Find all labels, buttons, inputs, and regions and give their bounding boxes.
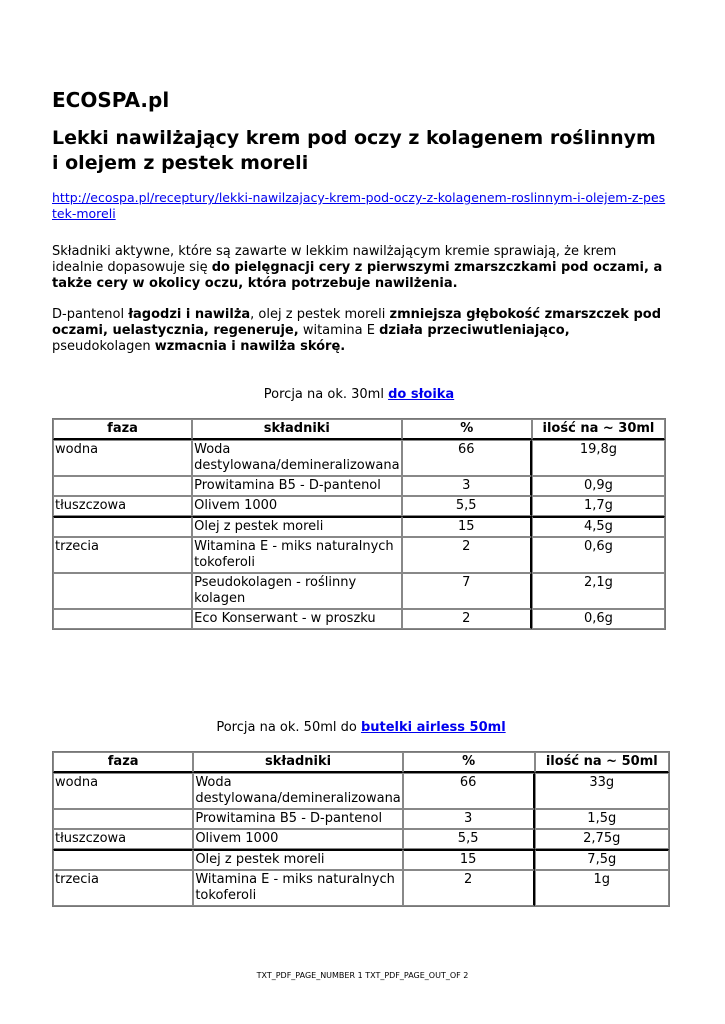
table-cell: 1,7g bbox=[531, 496, 665, 516]
table-row: Olej z pestek moreli 15 7,5g bbox=[53, 849, 669, 870]
table-row: Olej z pestek moreli 15 4,5g bbox=[53, 516, 665, 537]
table-cell: 0,6g bbox=[531, 537, 665, 573]
table-cell: Eco Konserwant - w proszku bbox=[192, 609, 402, 629]
column-header: % bbox=[401, 419, 532, 440]
table-cell: 66 bbox=[401, 440, 532, 476]
table-cell: 19,8g bbox=[531, 440, 665, 476]
table-cell: Olej z pestek moreli bbox=[193, 849, 403, 870]
table-row: Prowitamina B5 - D-pantenol 3 0,9g bbox=[53, 476, 665, 496]
table-cell: 3 bbox=[401, 476, 532, 496]
table-cell bbox=[53, 573, 193, 609]
table-cell: trzecia bbox=[53, 870, 194, 906]
table-cell: 2 bbox=[401, 537, 532, 573]
table-row: Eco Konserwant - w proszku 2 0,6g bbox=[53, 609, 665, 629]
recipe-url-link[interactable]: http://ecospa.pl/receptury/lekki-nawilza… bbox=[52, 190, 666, 221]
table-cell: Witamina E - miks naturalnych tokoferoli bbox=[192, 537, 402, 573]
table-cell bbox=[53, 476, 193, 496]
site-title: ECOSPA.pl bbox=[52, 88, 170, 112]
header-row: faza składniki% ilość na ~ 30ml bbox=[53, 419, 665, 440]
bold-text: zmniejsza głębokość zmarszczek pod oczam… bbox=[52, 307, 661, 338]
text: D-pantenol bbox=[52, 307, 129, 322]
table-cell: Prowitamina B5 - D-pantenol bbox=[192, 476, 402, 496]
table-cell bbox=[53, 809, 194, 829]
column-header: składniki bbox=[192, 419, 402, 440]
ingredients-table-50ml: faza składniki% ilość na ~ 50ml wodna Woda d… bbox=[52, 751, 670, 907]
table-cell: 1g bbox=[534, 870, 669, 906]
table-cell: trzecia bbox=[53, 537, 193, 573]
table-cell: Olej z pestek moreli bbox=[192, 516, 402, 537]
column-header: faza bbox=[53, 419, 193, 440]
table-cell: 33g bbox=[534, 773, 669, 809]
table-cell: wodna bbox=[53, 773, 194, 809]
table-cell: Prowitamina B5 - D-pantenol bbox=[193, 809, 403, 829]
table-row: tłuszczowa Olivem 1000 5,5 1,7g bbox=[53, 496, 665, 516]
table-cell: 3 bbox=[402, 809, 535, 829]
table1-caption: Porcja na ok. 30ml do słoika bbox=[52, 387, 666, 403]
bold-text: wzmacnia i nawilża skórę. bbox=[154, 339, 346, 354]
table-cell: tłuszczowa bbox=[53, 496, 193, 516]
table-cell: 0,6g bbox=[531, 609, 665, 629]
benefits-paragraph: D-pantenol łagodzi i nawilża, olej z pes… bbox=[52, 307, 667, 355]
table-cell: Woda destylowana/demineralizowana bbox=[192, 440, 402, 476]
table-row: tłuszczowa Olivem 1000 5,5 2,75g bbox=[53, 829, 669, 849]
column-header: faza bbox=[53, 752, 194, 773]
portion-30ml-section: Porcja na ok. 30ml do słoika faza składni… bbox=[52, 387, 666, 630]
page-title: Lekki nawilżający krem pod oczy z kolage… bbox=[52, 127, 656, 174]
table-cell: 2,1g bbox=[531, 573, 665, 609]
table-cell: 2 bbox=[401, 609, 532, 629]
portion-50ml-section: Porcja na ok. 50ml do butelki airless 50… bbox=[52, 720, 670, 907]
jar-link[interactable]: do słoika bbox=[388, 387, 455, 402]
table-cell bbox=[53, 849, 194, 870]
table-cell: 4,5g bbox=[531, 516, 665, 537]
table-cell: 5,5 bbox=[401, 496, 532, 516]
text: , olej z pestek moreli bbox=[250, 307, 390, 322]
table-cell bbox=[53, 516, 193, 537]
caption-text: Porcja na ok. 30ml bbox=[263, 387, 389, 402]
table-cell: Witamina E - miks naturalnych tokoferoli bbox=[193, 870, 403, 906]
table-cell: tłuszczowa bbox=[53, 829, 194, 849]
table-cell: 2,75g bbox=[534, 829, 669, 849]
table-cell: Olivem 1000 bbox=[192, 496, 402, 516]
bold-text: do pielęgnacji cery z pierwszymi zmarszc… bbox=[52, 260, 663, 291]
airless-bottle-link[interactable]: butelki airless 50ml bbox=[360, 720, 506, 735]
table-cell: 2 bbox=[402, 870, 535, 906]
bold-text: łagodzi i nawilża bbox=[128, 307, 251, 322]
table-row: wodna Woda destylowana/demineralizowana 66… bbox=[53, 440, 665, 476]
table-row: Pseudokolagen - roślinny kolagen 7 2,1g bbox=[53, 573, 665, 609]
text: witamina E bbox=[298, 323, 380, 338]
table-row: Prowitamina B5 - D-pantenol 3 1,5g bbox=[53, 809, 669, 829]
table-cell bbox=[53, 609, 193, 629]
ingredients-table-30ml: faza składniki% ilość na ~ 30ml wodna Woda d… bbox=[52, 418, 666, 630]
intro-paragraph: Składniki aktywne, które są zawarte w le… bbox=[52, 244, 667, 292]
table-cell: 7,5g bbox=[534, 849, 669, 870]
table-cell: 15 bbox=[402, 849, 535, 870]
column-header: ilość na ~ 50ml bbox=[534, 752, 669, 773]
table-cell: Woda destylowana/demineralizowana bbox=[193, 773, 403, 809]
table-cell: 1,5g bbox=[534, 809, 669, 829]
table-row: wodna Woda destylowana/demineralizowana 66… bbox=[53, 773, 669, 809]
text: Składniki aktywne, które są zawarte w le… bbox=[52, 244, 617, 275]
table-cell: 7 bbox=[401, 573, 532, 609]
header-row: faza składniki% ilość na ~ 50ml bbox=[53, 752, 669, 773]
bold-text: działa przeciwutleniająco, bbox=[379, 323, 570, 338]
caption-text: Porcja na ok. 50ml do bbox=[216, 720, 361, 735]
table2-caption: Porcja na ok. 50ml do butelki airless 50… bbox=[52, 720, 670, 736]
table-cell: 15 bbox=[401, 516, 532, 537]
page-footer: TXT_PDF_PAGE_NUMBER 1 TXT_PDF_PAGE_OUT_O… bbox=[256, 971, 469, 980]
text: pseudokolagen bbox=[52, 339, 155, 354]
table-row: trzecia Witamina E - miks naturalnych tok… bbox=[53, 870, 669, 906]
table-cell: Olivem 1000 bbox=[193, 829, 403, 849]
table-cell: 66 bbox=[402, 773, 535, 809]
table-cell: 0,9g bbox=[531, 476, 665, 496]
column-header: % bbox=[402, 752, 535, 773]
table-cell: Pseudokolagen - roślinny kolagen bbox=[192, 573, 402, 609]
table-cell: 5,5 bbox=[402, 829, 535, 849]
column-header: składniki bbox=[193, 752, 403, 773]
table-cell: wodna bbox=[53, 440, 193, 476]
table-row: trzecia Witamina E - miks naturalnych tok… bbox=[53, 537, 665, 573]
column-header: ilość na ~ 30ml bbox=[531, 419, 665, 440]
